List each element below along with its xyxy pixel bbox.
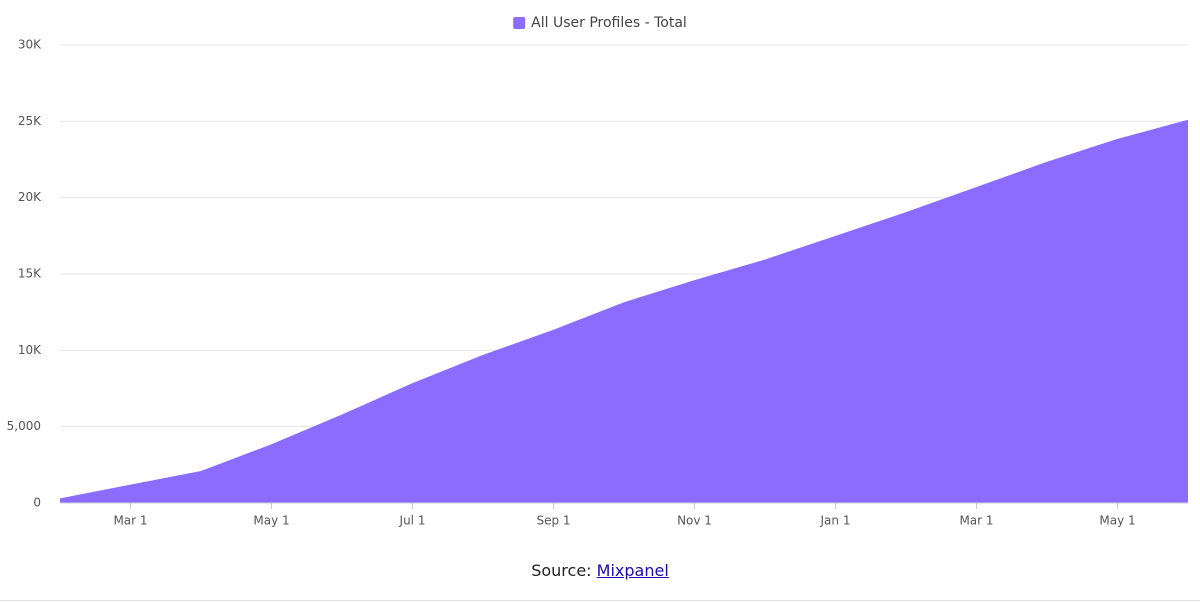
x-tick-label: May 1 [253,514,289,528]
chart: 0 5,000 10K 15K 20K 25K 30K Mar 1 May 1 Jul 1 Sep … [7,15,1188,528]
area [60,119,1188,503]
y-tick-label: 20K [18,190,42,204]
x-tick-label: Nov 1 [677,514,712,528]
source-prefix: Source: [531,561,592,580]
legend-label: All User Profiles - Total [531,15,687,31]
y-tick-label: 5,000 [7,419,41,433]
x-tick-label: Jan 1 [820,514,851,528]
source-link[interactable]: Mixpanel [596,561,669,580]
legend-swatch [513,17,526,29]
x-tick-label: Mar 1 [113,514,147,528]
x-tick-label: Sep 1 [536,514,570,528]
x-tick-label: May 1 [1099,514,1135,528]
divider [0,600,1200,601]
y-tick-label: 0 [33,496,41,510]
y-tick-label: 25K [18,114,42,128]
x-tick-label: Jul 1 [399,514,426,528]
x-tick-label: Mar 1 [959,514,993,528]
source: Source: Mixpanel [0,561,1200,580]
y-tick-label: 10K [18,343,42,357]
y-tick-label: 30K [18,38,42,52]
y-tick-label: 15K [18,267,42,281]
